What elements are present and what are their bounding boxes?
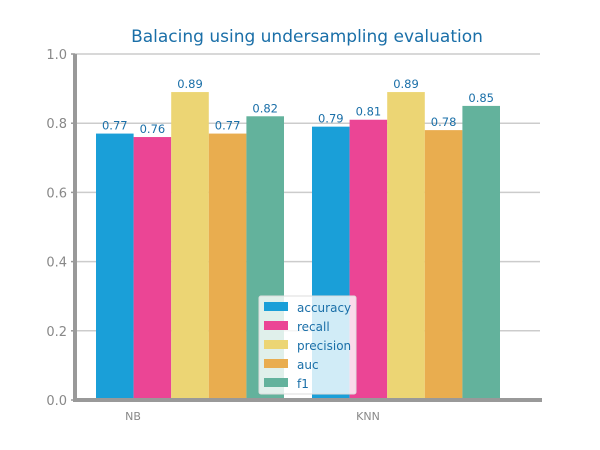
data-label: 0.81 <box>356 105 382 119</box>
legend-label-precision: precision <box>297 339 351 353</box>
legend-label-f1: f1 <box>297 377 309 391</box>
data-label: 0.76 <box>140 122 166 136</box>
y-tick-label: 0.2 <box>46 325 67 340</box>
data-label: 0.89 <box>177 77 203 91</box>
data-label: 0.77 <box>215 119 241 133</box>
legend-label-accuracy: accuracy <box>297 301 351 315</box>
bar-recall-nb <box>133 137 172 401</box>
x-tick-label: NB <box>125 410 141 423</box>
y-tick-label: 1.0 <box>46 48 67 63</box>
bar-auc-knn <box>424 130 463 400</box>
legend-swatch-auc <box>264 359 288 368</box>
data-label: 0.77 <box>102 119 128 133</box>
legend-swatch-precision <box>264 340 288 349</box>
y-tick-label: 0.4 <box>46 256 67 271</box>
chart-title: Balacing using undersampling evaluation <box>131 27 483 47</box>
legend-box <box>258 295 357 395</box>
data-label: 0.85 <box>468 91 494 105</box>
axes: 0.0 0.2 0.4 0.6 0.8 1.0 NB KNN <box>46 48 542 423</box>
data-label: 0.82 <box>252 101 278 115</box>
data-label: 0.89 <box>393 77 419 91</box>
legend[interactable]: accuracy recall precision auc f1 <box>258 295 357 395</box>
legend-swatch-f1 <box>264 378 288 387</box>
bar-precision-nb <box>171 92 209 400</box>
legend-label-auc: auc <box>297 358 319 372</box>
y-tick-label: 0.6 <box>46 186 67 201</box>
legend-label-recall: recall <box>297 320 330 334</box>
bar-auc-nb <box>208 133 247 400</box>
data-label: 0.78 <box>431 115 457 129</box>
bar-precision-knn <box>387 92 425 400</box>
y-tick-label: 0.8 <box>46 117 67 132</box>
bar-accuracy-nb <box>96 133 134 400</box>
legend-swatch-recall <box>264 321 288 330</box>
data-label: 0.79 <box>318 112 344 126</box>
data-labels: 0.77 0.76 0.89 0.77 0.82 0.79 0.81 0.89 0.78 0.85 <box>102 77 494 136</box>
y-tick-label: 0.0 <box>46 394 67 409</box>
legend-swatch-accuracy <box>264 302 288 311</box>
x-tick-label: KNN <box>356 410 380 423</box>
bar-f1-knn <box>462 105 500 401</box>
